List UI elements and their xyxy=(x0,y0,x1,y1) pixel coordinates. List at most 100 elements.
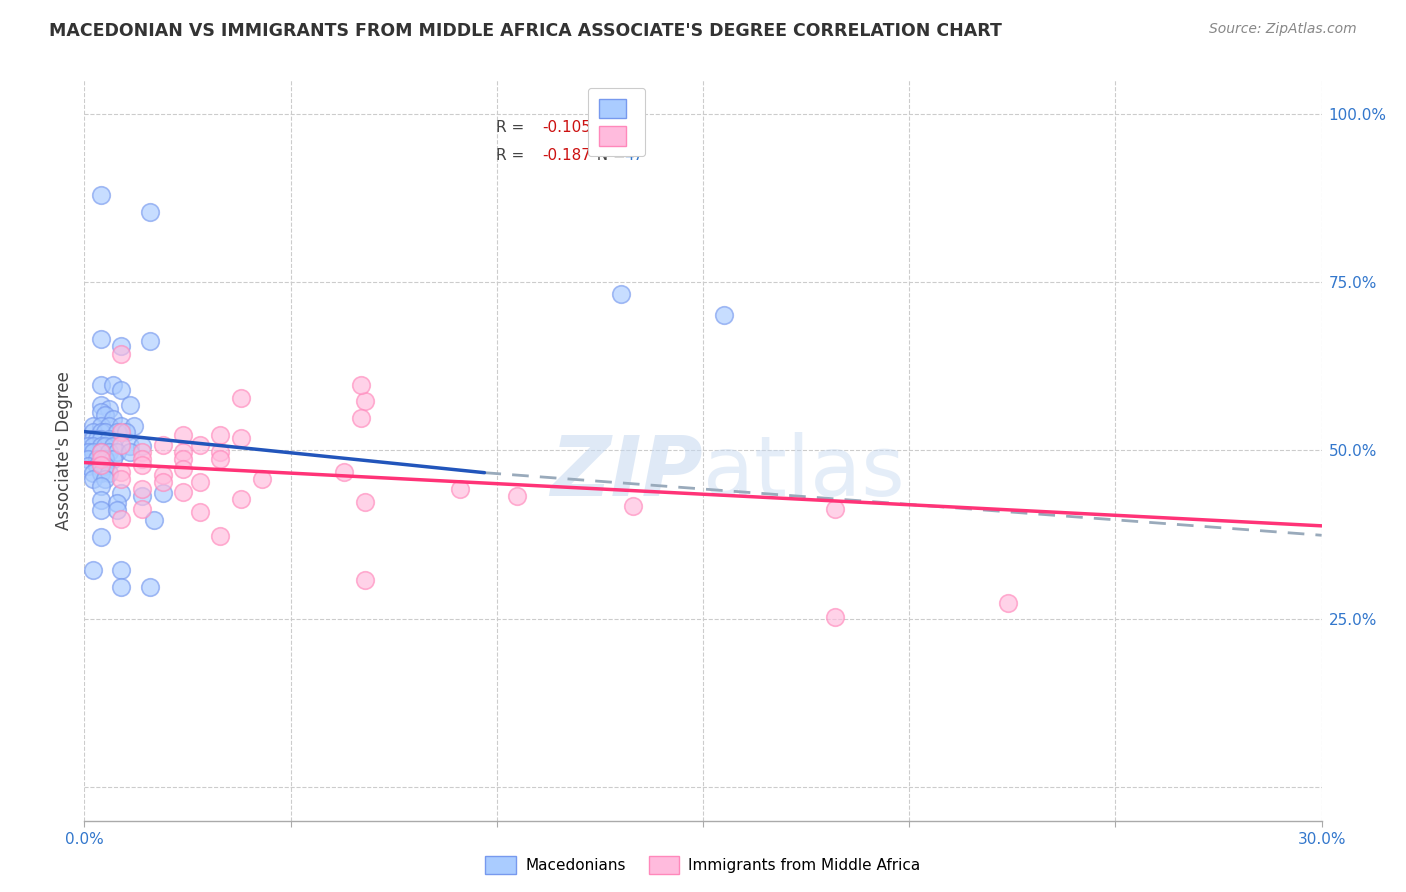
Point xyxy=(139,580,162,594)
Point xyxy=(90,398,112,412)
Text: 47: 47 xyxy=(624,148,643,163)
Text: atlas: atlas xyxy=(703,432,904,513)
Point xyxy=(90,377,112,392)
Point xyxy=(82,418,104,433)
Point xyxy=(90,418,112,433)
Point xyxy=(90,425,112,440)
Point xyxy=(172,451,194,466)
Text: R =: R = xyxy=(496,148,530,163)
Point xyxy=(77,445,100,459)
Point xyxy=(90,333,112,347)
Point xyxy=(824,502,846,516)
Point xyxy=(188,438,211,452)
Point xyxy=(103,377,125,392)
Point xyxy=(172,485,194,500)
Point xyxy=(90,439,112,453)
Point xyxy=(131,458,153,473)
Point xyxy=(90,432,112,446)
Point xyxy=(94,425,117,440)
Point xyxy=(105,445,128,459)
Point xyxy=(110,465,132,479)
Point xyxy=(110,472,132,486)
Point xyxy=(118,445,141,459)
Point xyxy=(105,502,128,516)
Point xyxy=(131,439,153,453)
Text: N =: N = xyxy=(586,148,630,163)
Point xyxy=(110,512,132,526)
Point xyxy=(82,432,104,446)
Point xyxy=(229,391,252,405)
Point xyxy=(98,418,121,433)
Point xyxy=(105,425,128,440)
Text: ZIP: ZIP xyxy=(550,432,703,513)
Point xyxy=(131,502,153,516)
Point xyxy=(94,439,117,453)
Point xyxy=(152,438,174,452)
Point xyxy=(118,439,141,453)
Point xyxy=(229,491,252,506)
Point xyxy=(110,486,132,500)
Text: 68: 68 xyxy=(624,120,643,136)
Point xyxy=(90,405,112,419)
Point xyxy=(94,458,117,473)
Point xyxy=(86,458,108,473)
Point xyxy=(122,418,145,433)
Point xyxy=(172,461,194,475)
Point xyxy=(94,472,117,486)
Point xyxy=(131,489,153,503)
Point xyxy=(90,530,112,544)
Point xyxy=(82,472,104,486)
Point xyxy=(188,505,211,519)
Point xyxy=(82,439,104,453)
Point xyxy=(353,495,375,509)
Point xyxy=(103,439,125,453)
Point xyxy=(172,428,194,442)
Point xyxy=(188,475,211,489)
Point xyxy=(90,445,112,459)
Text: -0.105: -0.105 xyxy=(543,120,591,136)
Point xyxy=(152,475,174,489)
Point xyxy=(82,425,104,440)
Point xyxy=(139,204,162,219)
Text: N =: N = xyxy=(586,120,630,136)
Point xyxy=(94,452,117,467)
Point xyxy=(90,445,112,459)
Point xyxy=(82,466,104,480)
Point xyxy=(90,458,112,473)
Point xyxy=(209,428,232,442)
Point xyxy=(110,425,132,439)
Y-axis label: Associate's Degree: Associate's Degree xyxy=(55,371,73,530)
Point xyxy=(172,445,194,459)
Point xyxy=(152,486,174,500)
Point xyxy=(90,479,112,493)
Point xyxy=(209,529,232,543)
Point xyxy=(103,452,125,467)
Text: -0.187: -0.187 xyxy=(543,148,591,163)
Point xyxy=(77,458,100,473)
Point xyxy=(90,451,112,466)
Point xyxy=(98,432,121,446)
Point xyxy=(131,445,153,459)
Point xyxy=(110,383,132,397)
Text: Source: ZipAtlas.com: Source: ZipAtlas.com xyxy=(1209,22,1357,37)
Point xyxy=(131,482,153,496)
Point xyxy=(77,452,100,467)
Point xyxy=(90,492,112,507)
Point xyxy=(997,596,1019,610)
Point xyxy=(86,452,108,467)
Point xyxy=(209,445,232,459)
Point xyxy=(110,418,132,433)
Point xyxy=(98,466,121,480)
Point xyxy=(143,513,166,527)
Point xyxy=(94,409,117,423)
Point xyxy=(333,465,356,479)
Point xyxy=(98,445,121,459)
Point xyxy=(110,563,132,577)
Legend: , : , xyxy=(588,88,645,156)
Point xyxy=(77,439,100,453)
Legend: Macedonians, Immigrants from Middle Africa: Macedonians, Immigrants from Middle Afri… xyxy=(479,850,927,880)
Point xyxy=(353,573,375,587)
Point xyxy=(90,502,112,516)
Point xyxy=(103,412,125,426)
Point xyxy=(449,482,471,496)
